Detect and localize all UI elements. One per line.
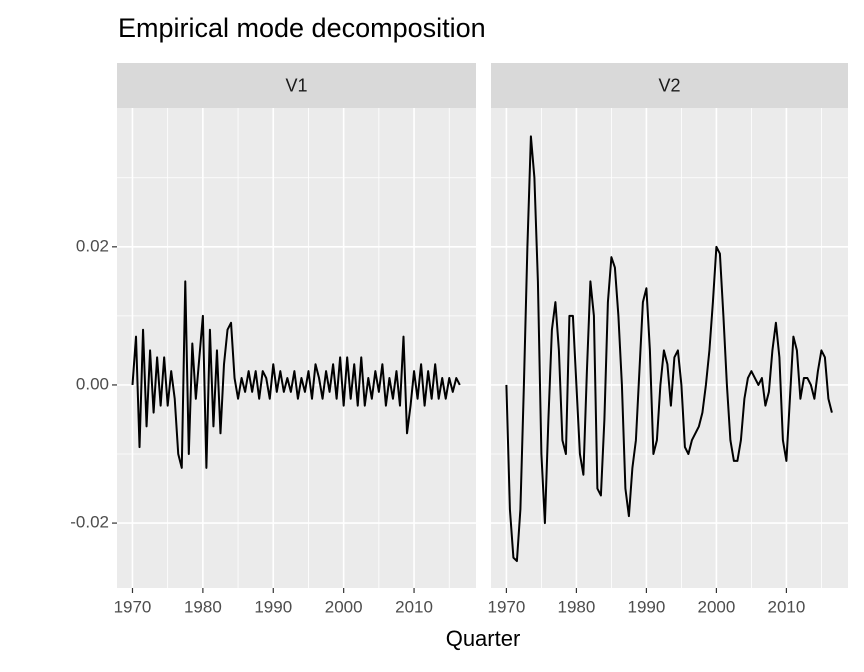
y-tick-label: 0.00 (76, 374, 109, 393)
y-tick-label: 0.02 (76, 236, 109, 255)
x-tick-label: 2010 (767, 597, 805, 616)
x-tick-label: 1990 (627, 597, 665, 616)
x-tick-label: 2000 (697, 597, 735, 616)
strip-label: V1 (285, 75, 307, 95)
chart-title: Empirical mode decomposition (118, 13, 486, 43)
x-tick-label: 1990 (254, 597, 292, 616)
x-tick-label: 1970 (487, 597, 525, 616)
x-tick-label: 1970 (114, 597, 152, 616)
x-tick-label: 1980 (557, 597, 595, 616)
series-line (505, 135, 833, 563)
x-tick-label: 1980 (184, 597, 222, 616)
x-tick-label: 2010 (395, 597, 433, 616)
strip-label: V2 (658, 75, 680, 95)
series-line (131, 280, 461, 469)
y-tick-label: -0.02 (70, 513, 109, 532)
x-tick-label: 2000 (325, 597, 363, 616)
panel (117, 108, 476, 588)
strip (117, 63, 476, 108)
strip (491, 63, 848, 108)
x-axis-title: Quarter (446, 626, 521, 651)
